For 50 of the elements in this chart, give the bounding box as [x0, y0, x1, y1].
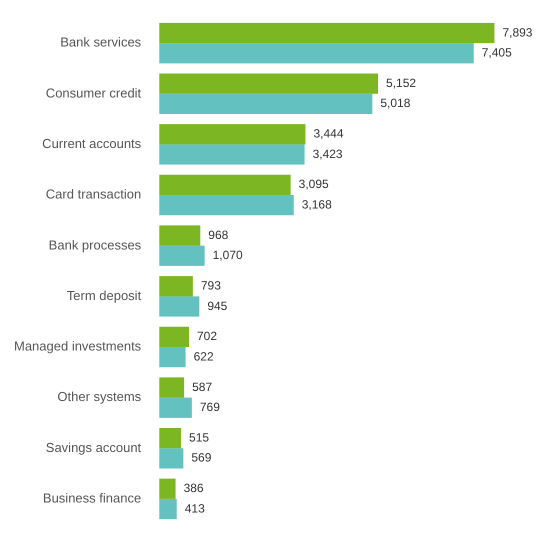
bar: [159, 498, 177, 520]
y-tick-label: Card transaction: [46, 186, 142, 202]
y-tick-label: Bank processes: [48, 237, 142, 252]
data-label: 1,070: [212, 248, 243, 262]
bar: [159, 276, 193, 296]
bar: [159, 296, 200, 317]
data-label: 7,893: [502, 25, 533, 40]
data-label: 7,405: [482, 46, 512, 60]
bar: [159, 225, 200, 246]
data-label: 968: [208, 228, 229, 242]
data-label: 386: [184, 481, 204, 496]
data-label: 945: [207, 298, 228, 313]
data-label: 3,444: [313, 126, 344, 141]
data-label: 5,018: [380, 96, 411, 110]
y-tick-label: Term deposit: [66, 288, 142, 303]
data-label: 769: [200, 400, 220, 414]
bar: [159, 346, 186, 368]
bar: [159, 428, 182, 448]
data-label: 793: [200, 278, 222, 293]
bar: [159, 398, 192, 418]
data-label: 587: [192, 380, 212, 394]
bar: [159, 377, 184, 398]
data-label: 622: [194, 349, 214, 364]
data-label: 413: [184, 501, 206, 516]
y-tick-label: Bank services: [60, 34, 142, 50]
y-tick-label: Savings account: [46, 440, 142, 455]
bar: [159, 124, 306, 144]
data-label: 3,168: [302, 197, 332, 212]
bar: [159, 74, 378, 94]
bar: [159, 144, 305, 165]
y-tick-label: Other systems: [57, 389, 142, 404]
bar: [159, 246, 205, 266]
data-label: 515: [189, 430, 210, 444]
bar: [159, 326, 189, 347]
y-tick-label: Business finance: [42, 490, 142, 506]
data-label: 3,095: [298, 177, 330, 192]
data-label: 702: [197, 329, 218, 344]
bar: [159, 478, 176, 499]
bar: [159, 43, 474, 64]
data-label: 569: [191, 450, 212, 465]
data-label: 3,423: [312, 146, 343, 161]
bar: [159, 94, 372, 114]
y-tick-label: Current accounts: [42, 136, 142, 151]
y-tick-label: Consumer credit: [46, 85, 142, 100]
bar: [159, 448, 184, 468]
y-tick-label: Managed investments: [14, 338, 142, 354]
bar: [159, 22, 494, 44]
bar: [159, 195, 294, 216]
bar: [159, 174, 291, 196]
data-label: 5,152: [386, 76, 416, 90]
